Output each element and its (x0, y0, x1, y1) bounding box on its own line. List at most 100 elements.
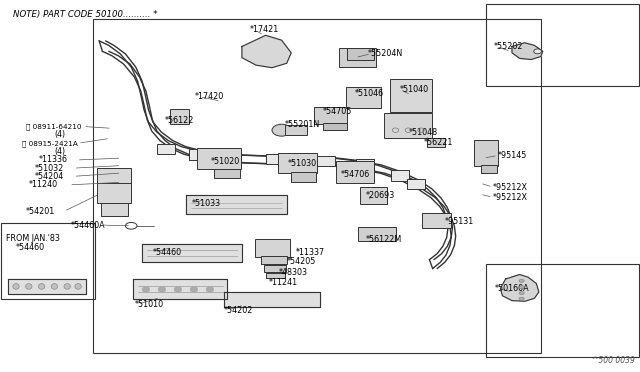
Bar (391, 170, 409, 181)
Bar (255, 239, 290, 257)
Bar (157, 144, 175, 154)
Bar (170, 109, 189, 124)
Text: *54204: *54204 (35, 172, 65, 181)
Text: *54460: *54460 (15, 243, 45, 252)
Bar (285, 125, 307, 135)
Text: (4): (4) (54, 130, 65, 139)
Bar (278, 153, 317, 173)
Text: *17420: *17420 (195, 92, 225, 101)
Text: *55202: *55202 (494, 42, 524, 51)
Ellipse shape (272, 124, 291, 136)
Bar (422, 213, 451, 228)
Text: *54460: *54460 (152, 248, 182, 257)
Ellipse shape (38, 283, 45, 289)
Bar (347, 48, 374, 60)
Bar (356, 159, 374, 170)
Bar (427, 138, 445, 147)
Bar (346, 87, 381, 108)
Text: *51010: *51010 (134, 300, 164, 309)
Text: *54202: *54202 (224, 306, 253, 315)
Text: *11240: *11240 (29, 180, 58, 189)
Bar (1, 223, 95, 299)
Text: FROM JAN.'83: FROM JAN.'83 (6, 234, 60, 243)
Bar (101, 203, 128, 216)
Ellipse shape (519, 297, 524, 300)
Polygon shape (186, 195, 287, 214)
Ellipse shape (190, 286, 198, 292)
Text: *11241: *11241 (269, 278, 298, 287)
Text: *56122M: *56122M (366, 235, 403, 244)
Polygon shape (142, 244, 242, 262)
Text: *48303: *48303 (278, 268, 307, 277)
Bar (323, 123, 347, 130)
Bar (390, 79, 432, 112)
Polygon shape (224, 292, 320, 307)
Polygon shape (8, 279, 86, 294)
Polygon shape (242, 35, 291, 68)
Bar (360, 187, 387, 204)
Text: *95145: *95145 (498, 151, 527, 160)
Text: *11337: *11337 (296, 248, 325, 257)
Polygon shape (512, 43, 543, 60)
Ellipse shape (64, 283, 70, 289)
Bar (474, 140, 498, 166)
Text: *54201: *54201 (26, 207, 55, 216)
Bar (197, 148, 241, 169)
Bar (264, 265, 286, 272)
Bar (221, 152, 239, 162)
Bar (266, 154, 284, 164)
Text: *54706: *54706 (341, 170, 371, 179)
Text: *51046: *51046 (355, 89, 385, 97)
Bar (339, 48, 376, 67)
Text: (4): (4) (54, 147, 65, 156)
Text: *51030: *51030 (288, 159, 317, 168)
Text: *95212X: *95212X (493, 183, 528, 192)
Bar (486, 264, 639, 357)
Bar (261, 256, 287, 264)
Ellipse shape (519, 279, 524, 282)
Bar (93, 19, 541, 353)
Text: *20693: *20693 (366, 191, 396, 200)
Polygon shape (500, 275, 539, 301)
Ellipse shape (534, 49, 541, 54)
Text: *51033: *51033 (192, 199, 221, 208)
Text: *56122: *56122 (165, 116, 195, 125)
Ellipse shape (75, 283, 81, 289)
Ellipse shape (519, 292, 524, 295)
Text: *95131: *95131 (445, 217, 474, 226)
Bar (384, 113, 432, 138)
Text: *54460A: *54460A (70, 221, 105, 230)
Text: *51048: *51048 (408, 128, 438, 137)
Text: Ⓝ 08911-64210: Ⓝ 08911-64210 (26, 123, 81, 130)
Bar (481, 165, 497, 173)
Text: Ⓝ 08915-2421A: Ⓝ 08915-2421A (22, 140, 78, 147)
Ellipse shape (158, 286, 166, 292)
Ellipse shape (51, 283, 58, 289)
Text: ^500 0039: ^500 0039 (592, 356, 635, 365)
Bar (214, 169, 240, 178)
Bar (189, 149, 207, 160)
Text: NOTE) PART CODE 50100.......... *: NOTE) PART CODE 50100.......... * (13, 10, 157, 19)
Text: *56221: *56221 (424, 138, 453, 147)
Text: *11336: *11336 (38, 155, 67, 164)
Ellipse shape (174, 286, 182, 292)
Text: *54205: *54205 (287, 257, 316, 266)
Text: *51032: *51032 (35, 164, 65, 173)
Bar (358, 227, 396, 241)
Bar (291, 172, 316, 182)
Bar (317, 156, 335, 166)
Text: *50160A: *50160A (495, 284, 529, 293)
Text: *95212X: *95212X (493, 193, 528, 202)
Bar (336, 161, 374, 183)
Text: *55201N: *55201N (285, 120, 320, 129)
Ellipse shape (26, 283, 32, 289)
Text: *17421: *17421 (250, 25, 279, 34)
Ellipse shape (206, 286, 214, 292)
Polygon shape (133, 279, 227, 299)
Text: *55204N: *55204N (368, 49, 403, 58)
Bar (314, 107, 347, 124)
Bar (97, 182, 131, 203)
Bar (407, 179, 425, 189)
Text: *54705: *54705 (323, 107, 353, 116)
Ellipse shape (519, 286, 524, 289)
